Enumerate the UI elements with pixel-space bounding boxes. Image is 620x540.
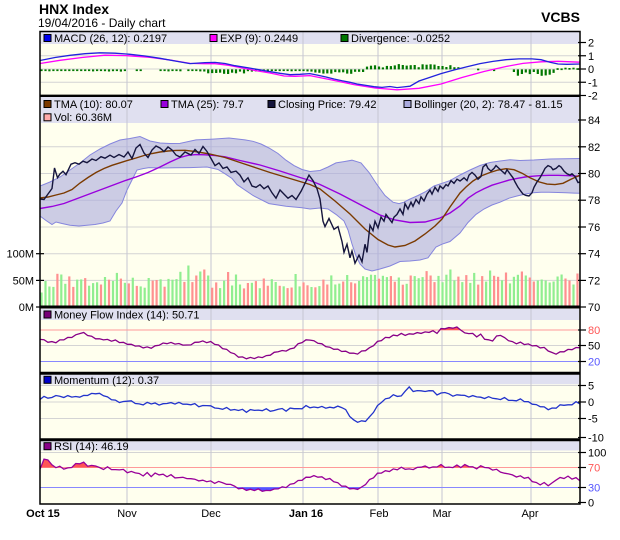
svg-text:Bollinger (20, 2): 78.47 - 81.: Bollinger (20, 2): 78.47 - 81.15 [414,99,563,111]
svg-text:-1: -1 [588,77,598,89]
svg-text:70: 70 [588,302,600,314]
svg-text:80: 80 [588,169,600,181]
svg-text:76: 76 [588,222,600,234]
svg-text:0: 0 [588,498,594,510]
svg-text:Momentum (12): 0.37: Momentum (12): 0.37 [54,375,159,387]
svg-text:78: 78 [588,195,600,207]
svg-text:MACD (26, 12): 0.2197: MACD (26, 12): 0.2197 [54,33,167,45]
svg-text:Nov: Nov [117,508,137,520]
svg-text:0M: 0M [19,302,34,314]
svg-text:70: 70 [588,463,600,475]
svg-text:Vol: 60.36M: Vol: 60.36M [54,112,112,124]
svg-text:RSI (14): 46.19: RSI (14): 46.19 [54,441,129,453]
svg-text:74: 74 [588,249,600,261]
svg-text:Dec: Dec [201,508,221,520]
svg-text:Apr: Apr [521,508,538,520]
svg-text:Closing Price: 79.42: Closing Price: 79.42 [278,99,376,111]
svg-text:Jan 16: Jan 16 [289,508,323,520]
svg-text:VCBS: VCBS [541,9,580,25]
svg-text:Feb: Feb [370,508,389,520]
svg-text:0: 0 [588,64,594,76]
svg-text:72: 72 [588,275,600,287]
svg-text:50M: 50M [13,275,34,287]
svg-text:20: 20 [588,357,600,369]
svg-text:1: 1 [588,51,594,63]
svg-text:TMA (25): 79.7: TMA (25): 79.7 [171,99,244,111]
svg-text:-2: -2 [588,91,598,103]
svg-text:2: 2 [588,38,594,50]
svg-text:EXP (9): 0.2449: EXP (9): 0.2449 [220,33,298,45]
svg-text:Money Flow Index (14): 50.71: Money Flow Index (14): 50.71 [54,310,200,322]
svg-text:0: 0 [588,397,594,409]
svg-text:Divergence: -0.0252: Divergence: -0.0252 [351,33,450,45]
svg-text:30: 30 [588,483,600,495]
svg-text:100M: 100M [6,249,34,261]
svg-text:5: 5 [588,381,594,393]
svg-text:50: 50 [588,341,600,353]
svg-text:100: 100 [588,448,606,460]
svg-text:82: 82 [588,142,600,154]
svg-text:Oct 15: Oct 15 [26,508,60,520]
svg-text:84: 84 [588,115,600,127]
svg-text:19/04/2016 - Daily chart: 19/04/2016 - Daily chart [38,16,166,30]
svg-text:80: 80 [588,325,600,337]
svg-text:-10: -10 [588,433,604,445]
svg-text:HNX Index: HNX Index [39,1,109,17]
svg-text:TMA (10): 80.07: TMA (10): 80.07 [54,99,133,111]
svg-text:Mar: Mar [433,508,452,520]
svg-text:-5: -5 [588,414,598,426]
